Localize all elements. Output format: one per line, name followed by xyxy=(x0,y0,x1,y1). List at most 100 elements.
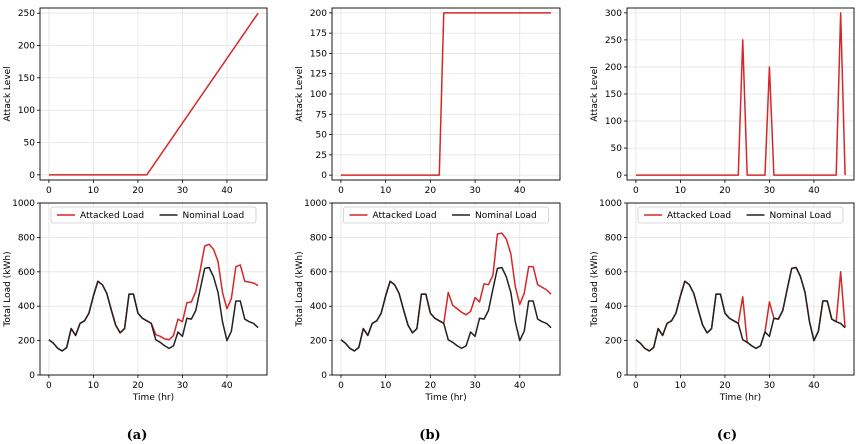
xtick-label-b-bottom-10: 10 xyxy=(380,381,392,391)
caption-b: (b) xyxy=(419,428,441,443)
xtick-label-a-bottom-0: 0 xyxy=(46,381,52,391)
xtick-label-b-top-20: 20 xyxy=(425,186,437,196)
ytick-label-c-top-150: 150 xyxy=(605,90,622,100)
ylabel-b-top: Attack Level xyxy=(295,66,305,121)
ytick-label-c-bottom-200: 200 xyxy=(605,337,622,347)
xtick-label-a-bottom-20: 20 xyxy=(132,381,144,391)
ytick-label-b-top-75: 75 xyxy=(316,110,327,120)
xtick-label-b-bottom-20: 20 xyxy=(425,381,437,391)
series-line-b-bottom-1 xyxy=(340,266,552,352)
ytick-label-a-bottom-0: 0 xyxy=(29,371,35,381)
xtick-label-c-top-40: 40 xyxy=(808,186,820,196)
xtick-label-a-top-10: 10 xyxy=(88,186,100,196)
legend-label-b-bottom-1: Nominal Load xyxy=(475,211,537,221)
xtick-label-c-bottom-30: 30 xyxy=(764,381,776,391)
ytick-label-a-bottom-200: 200 xyxy=(18,337,35,347)
ytick-label-c-top-100: 100 xyxy=(605,117,622,127)
xtick-label-a-bottom-40: 40 xyxy=(221,381,233,391)
legend-box-c-bottom xyxy=(637,206,844,224)
xtick-label-c-bottom-10: 10 xyxy=(675,381,687,391)
xtick-label-a-top-20: 20 xyxy=(132,186,144,196)
ytick-label-b-top-200: 200 xyxy=(310,9,327,19)
ylabel-a-top: Attack Level xyxy=(3,66,13,121)
ytick-label-a-top-0: 0 xyxy=(29,171,35,181)
ytick-label-b-top-25: 25 xyxy=(316,151,327,161)
plot-frame-a-top xyxy=(39,7,268,181)
xlabel-b-bottom: Time (hr) xyxy=(424,393,466,403)
ytick-label-a-top-100: 100 xyxy=(18,106,35,116)
ytick-label-b-bottom-800: 800 xyxy=(310,233,327,243)
series-line-c-bottom-1 xyxy=(635,266,846,352)
ytick-label-b-bottom-0: 0 xyxy=(321,371,327,381)
ytick-label-b-bottom-1000: 1000 xyxy=(304,199,327,209)
ytick-label-b-bottom-400: 400 xyxy=(310,302,327,312)
xtick-label-b-top-10: 10 xyxy=(380,186,392,196)
legend-box-b-bottom xyxy=(343,206,549,224)
ytick-label-b-top-100: 100 xyxy=(310,90,327,100)
caption-c: (c) xyxy=(716,428,738,443)
xtick-label-c-bottom-40: 40 xyxy=(808,381,820,391)
ytick-label-a-bottom-800: 800 xyxy=(18,233,35,243)
ytick-label-c-top-250: 250 xyxy=(605,36,622,46)
ytick-label-c-top-50: 50 xyxy=(611,144,623,154)
plot-frame-a-bottom xyxy=(39,202,268,376)
ytick-label-b-bottom-600: 600 xyxy=(310,268,327,278)
ytick-label-b-top-175: 175 xyxy=(310,29,327,39)
ytick-label-b-top-150: 150 xyxy=(310,49,327,59)
plot-frame-c-top xyxy=(626,7,855,181)
ytick-label-b-bottom-200: 200 xyxy=(310,337,327,347)
xtick-label-b-top-40: 40 xyxy=(514,186,526,196)
series-line-c-top-0 xyxy=(635,12,846,176)
series-line-b-top-0 xyxy=(340,12,552,176)
ytick-label-c-bottom-600: 600 xyxy=(605,268,622,278)
xtick-label-a-top-40: 40 xyxy=(221,186,233,196)
xlabel-c-bottom: Time (hr) xyxy=(719,393,761,403)
xtick-label-a-top-30: 30 xyxy=(177,186,189,196)
series-line-a-bottom-1 xyxy=(48,266,259,352)
legend-label-a-bottom-1: Nominal Load xyxy=(183,211,245,221)
ytick-label-b-top-50: 50 xyxy=(316,131,328,141)
ylabel-c-top: Attack Level xyxy=(590,66,600,121)
caption-a: (a) xyxy=(126,428,148,443)
ytick-label-c-bottom-1000: 1000 xyxy=(599,199,622,209)
xtick-label-c-top-30: 30 xyxy=(764,186,776,196)
ytick-label-a-bottom-600: 600 xyxy=(18,268,35,278)
plot-frame-b-top xyxy=(331,7,561,181)
ytick-label-a-top-150: 150 xyxy=(18,74,35,84)
ytick-label-a-bottom-400: 400 xyxy=(18,302,35,312)
series-line-a-top-0 xyxy=(48,12,259,176)
ytick-label-c-top-200: 200 xyxy=(605,63,622,73)
legend-label-b-bottom-0: Attacked Load xyxy=(373,211,437,221)
ytick-label-c-bottom-0: 0 xyxy=(616,371,622,381)
ytick-label-c-bottom-800: 800 xyxy=(605,233,622,243)
xtick-label-b-bottom-0: 0 xyxy=(338,381,344,391)
ylabel-a-bottom: Total Load (kWh) xyxy=(3,251,13,327)
xtick-label-b-bottom-40: 40 xyxy=(514,381,526,391)
ytick-label-c-bottom-400: 400 xyxy=(605,302,622,312)
ytick-label-b-top-125: 125 xyxy=(310,70,327,80)
xlabel-a-bottom: Time (hr) xyxy=(132,393,174,403)
ytick-label-a-top-200: 200 xyxy=(18,42,35,52)
legend-label-c-bottom-0: Attacked Load xyxy=(667,211,731,221)
legend-box-a-bottom xyxy=(50,206,257,224)
xtick-label-b-bottom-30: 30 xyxy=(469,381,481,391)
ytick-label-a-top-50: 50 xyxy=(24,138,36,148)
ytick-label-c-top-0: 0 xyxy=(616,171,622,181)
ytick-label-a-bottom-1000: 1000 xyxy=(12,199,35,209)
xtick-label-a-bottom-30: 30 xyxy=(177,381,189,391)
xtick-label-a-top-0: 0 xyxy=(46,186,52,196)
xtick-label-c-top-20: 20 xyxy=(719,186,731,196)
xtick-label-a-bottom-10: 10 xyxy=(88,381,100,391)
legend-label-a-bottom-0: Attacked Load xyxy=(80,211,144,221)
xtick-label-c-bottom-0: 0 xyxy=(633,381,639,391)
xtick-label-c-top-0: 0 xyxy=(633,186,639,196)
ytick-label-a-top-250: 250 xyxy=(18,9,35,19)
ytick-label-b-top-0: 0 xyxy=(321,171,327,181)
plot-frame-c-bottom xyxy=(626,202,855,376)
xtick-label-b-top-0: 0 xyxy=(338,186,344,196)
ylabel-b-bottom: Total Load (kWh) xyxy=(295,251,305,327)
legend-label-c-bottom-1: Nominal Load xyxy=(770,211,832,221)
plot-frame-b-bottom xyxy=(331,202,561,376)
ylabel-c-bottom: Total Load (kWh) xyxy=(590,251,600,327)
